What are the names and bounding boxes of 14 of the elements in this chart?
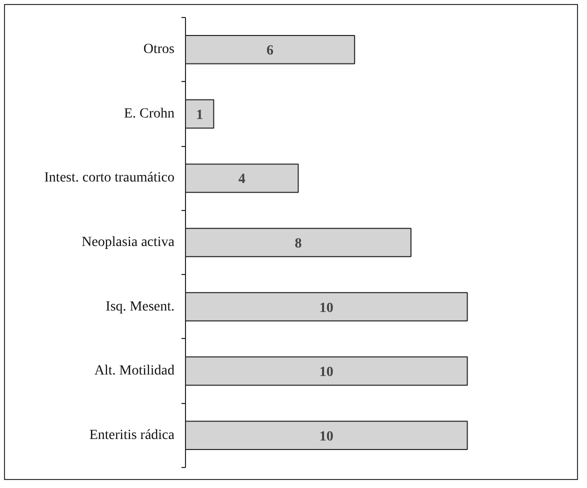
data-label: 10 xyxy=(319,300,334,316)
data-label: 4 xyxy=(238,172,246,188)
y-tick-label: Isq. Mesent. xyxy=(106,299,175,314)
data-label: 10 xyxy=(319,365,334,380)
y-tick-label: E. Crohn xyxy=(124,106,175,122)
y-tick-label: Alt. Motilidad xyxy=(94,364,175,379)
y-tick-label: Neoplasia activa xyxy=(82,235,176,250)
y-tick-label: Otros xyxy=(143,42,175,58)
y-tick-label: Intest. corto traumático xyxy=(44,170,175,186)
data-label: 6 xyxy=(266,44,274,59)
data-label: 10 xyxy=(319,429,334,444)
data-label: 1 xyxy=(196,108,204,123)
data-label: 8 xyxy=(294,236,302,252)
y-tick-label: Enteritis rádica xyxy=(89,428,176,443)
